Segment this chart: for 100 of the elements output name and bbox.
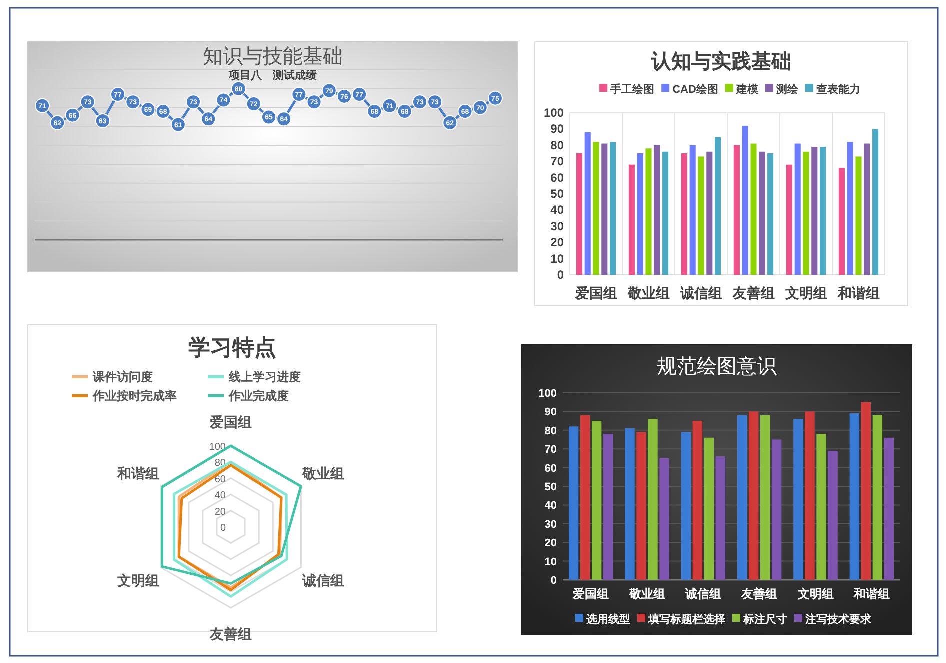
legend-label: 线上学习进度 bbox=[228, 370, 301, 384]
y-tick-label: 60 bbox=[550, 170, 564, 185]
y-tick-label: 0 bbox=[550, 575, 557, 587]
x-tick-label: 爱国组 bbox=[572, 587, 610, 601]
bar bbox=[681, 432, 691, 580]
bar bbox=[580, 415, 590, 580]
x-tick-label: 友善组 bbox=[732, 285, 775, 301]
bar bbox=[706, 152, 713, 275]
bar bbox=[872, 415, 883, 580]
y-tick-label: 40 bbox=[544, 500, 557, 512]
bar bbox=[704, 438, 714, 580]
x-tick-label: 和谐组 bbox=[836, 285, 880, 301]
x-tick-label: 友善组 bbox=[740, 587, 778, 601]
bar bbox=[884, 438, 894, 580]
bar bbox=[803, 152, 810, 275]
x-tick-label: 文明组 bbox=[796, 587, 834, 601]
chart-title: 规范绘图意识 bbox=[657, 354, 777, 378]
spoke-label: 和谐组 bbox=[116, 466, 160, 482]
bar bbox=[759, 152, 766, 275]
y-tick-label: 50 bbox=[544, 482, 557, 494]
bar bbox=[662, 152, 669, 275]
bar bbox=[690, 145, 696, 275]
y-tick-label: 50 bbox=[550, 187, 564, 201]
bar bbox=[816, 434, 826, 580]
x-tick-label: 敬业组 bbox=[626, 285, 670, 301]
x-tick-label: 诚信组 bbox=[684, 587, 722, 601]
legend-label: 测绘 bbox=[775, 83, 800, 96]
bar bbox=[760, 415, 770, 580]
bar bbox=[864, 144, 870, 275]
bar bbox=[715, 137, 722, 275]
x-tick-label: 敬业组 bbox=[628, 587, 666, 601]
bar bbox=[654, 145, 660, 275]
x-tick-label: 文明组 bbox=[784, 285, 828, 301]
legend-label: 手工绘图 bbox=[610, 83, 655, 96]
y-tick-label: 20 bbox=[550, 236, 564, 250]
legend-label: 作业按时完成率 bbox=[92, 389, 177, 403]
bar bbox=[584, 132, 591, 275]
bar bbox=[737, 415, 748, 580]
y-tick-label: 0 bbox=[557, 268, 564, 282]
y-tick-label: 10 bbox=[544, 556, 557, 568]
y-tick-label: 20 bbox=[214, 506, 226, 518]
chart-title: 学习特点 bbox=[188, 335, 276, 360]
bar bbox=[812, 147, 818, 275]
bar bbox=[805, 412, 815, 580]
bar bbox=[750, 144, 757, 275]
bar bbox=[847, 142, 854, 275]
legend-label: 注写技术要求 bbox=[804, 613, 872, 626]
bar bbox=[568, 426, 579, 580]
chart-subtitle: 项目八 测试成绩 bbox=[228, 69, 317, 82]
bar bbox=[772, 440, 782, 580]
bar bbox=[625, 428, 635, 580]
y-tick-label: 30 bbox=[544, 518, 557, 531]
spoke-label: 诚信组 bbox=[302, 572, 345, 588]
chart-title: 认知与实践基础 bbox=[650, 50, 792, 73]
y-tick-label: 100 bbox=[544, 106, 564, 120]
legend-label: 课件访问度 bbox=[92, 370, 153, 384]
bar bbox=[820, 147, 826, 275]
y-tick-label: 40 bbox=[550, 203, 564, 218]
bar bbox=[646, 148, 652, 275]
bar bbox=[692, 421, 702, 580]
y-tick-label: 0 bbox=[220, 523, 226, 534]
bar bbox=[636, 432, 646, 580]
y-tick-label: 10 bbox=[550, 252, 564, 266]
bar bbox=[660, 458, 670, 580]
bar bbox=[838, 168, 845, 275]
chart-title: 知识与技能基础 bbox=[203, 44, 343, 68]
bar bbox=[872, 129, 879, 275]
legend-label: 作业完成度 bbox=[228, 389, 289, 403]
bar bbox=[628, 164, 635, 275]
bar bbox=[748, 412, 759, 580]
bar bbox=[768, 154, 774, 275]
spoke-label: 文明组 bbox=[116, 572, 160, 588]
bar bbox=[716, 456, 726, 580]
y-tick-label: 40 bbox=[214, 490, 226, 502]
y-tick-label: 60 bbox=[214, 474, 226, 486]
bar bbox=[856, 156, 862, 275]
y-tick-label: 70 bbox=[544, 444, 557, 456]
y-tick-label: 90 bbox=[544, 406, 557, 419]
bar bbox=[593, 142, 600, 275]
legend-label: CAD绘图 bbox=[672, 83, 718, 96]
y-tick-label: 20 bbox=[544, 538, 557, 550]
bar bbox=[610, 142, 616, 275]
legend-label: 标注尺寸 bbox=[742, 613, 788, 626]
bar bbox=[698, 156, 704, 275]
spoke-label: 爱国组 bbox=[209, 414, 252, 430]
bar bbox=[637, 154, 644, 275]
x-tick-label: 爱国组 bbox=[574, 285, 618, 301]
legend-label: 选用线型 bbox=[586, 613, 630, 626]
spoke-label: 友善组 bbox=[209, 626, 252, 642]
bar bbox=[850, 414, 860, 580]
bar bbox=[861, 402, 871, 580]
bar bbox=[786, 164, 792, 275]
y-tick-label: 80 bbox=[544, 425, 557, 438]
bar bbox=[794, 419, 804, 580]
bar bbox=[602, 144, 608, 275]
bar bbox=[734, 145, 740, 275]
bar bbox=[681, 154, 688, 275]
x-tick-label: 诚信组 bbox=[679, 285, 722, 301]
y-tick-label: 30 bbox=[550, 219, 564, 234]
legend-label: 填写标题栏选择 bbox=[648, 613, 726, 626]
